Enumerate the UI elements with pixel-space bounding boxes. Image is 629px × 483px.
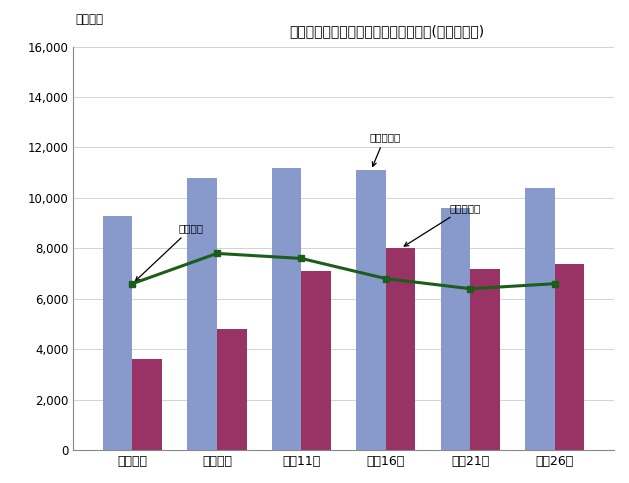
Bar [357, 170, 386, 450]
Text: 年間収入: 年間収入 [135, 223, 204, 281]
Bar [301, 271, 331, 450]
Bar [187, 178, 217, 450]
Text: 豬蓄現在高: 豬蓄現在高 [369, 132, 400, 166]
Bar [272, 168, 301, 450]
Bar [525, 188, 555, 450]
Text: （千円）: （千円） [75, 14, 103, 27]
Bar [470, 269, 500, 450]
Bar [555, 264, 584, 450]
Bar [103, 215, 133, 450]
Text: 負債現在高: 負債現在高 [404, 203, 481, 246]
Title: 図表４－５　貯蓄・負債現在高の推移(勤労者世帯): 図表４－５ 貯蓄・負債現在高の推移(勤労者世帯) [289, 25, 484, 39]
Bar [386, 248, 416, 450]
Bar [441, 208, 470, 450]
Bar [217, 329, 247, 450]
Bar [133, 359, 162, 450]
